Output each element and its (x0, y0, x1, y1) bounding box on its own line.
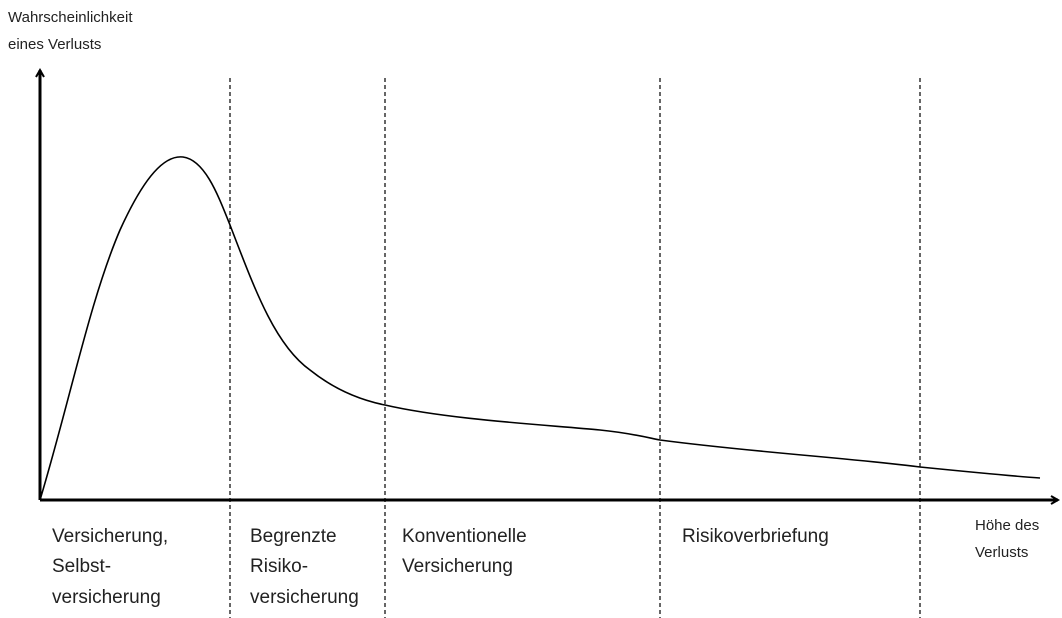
region-label: Versicherung, (52, 526, 168, 547)
region-label: Risikoverbriefung (682, 526, 829, 547)
region-label: versicherung (250, 587, 359, 608)
x-axis-label: Verlusts (975, 544, 1028, 561)
region-label: Risiko- (250, 556, 308, 577)
region-label: Konventionelle (402, 526, 527, 547)
y-axis-label: Wahrscheinlichkeit (8, 9, 133, 26)
region-label: Begrenzte (250, 526, 337, 547)
region-label: versicherung (52, 587, 161, 608)
y-axis-label: eines Verlusts (8, 36, 101, 53)
region-label: Versicherung (402, 556, 513, 577)
region-dividers (229, 78, 921, 618)
x-axis-label: Höhe des (975, 517, 1039, 534)
loss-distribution-curve (39, 156, 1041, 501)
region-label: Selbst- (52, 556, 111, 577)
